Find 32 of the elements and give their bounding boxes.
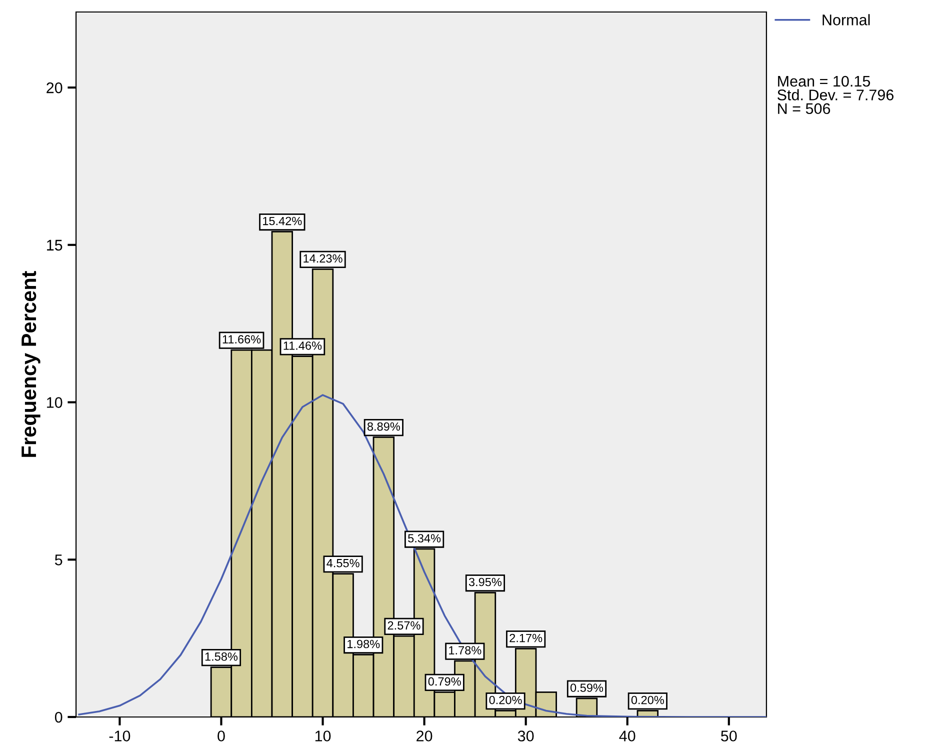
data-label: 1.58% — [205, 652, 238, 661]
x-tick-label: 50 — [721, 730, 737, 742]
line-series — [78, 394, 766, 717]
x-tick-label: 20 — [416, 730, 432, 742]
data-label: 11.66% — [222, 335, 261, 344]
data-label: 0.20% — [489, 696, 522, 704]
y-tick-label: 5 — [54, 554, 62, 566]
y-tick-label: 15 — [47, 240, 62, 251]
x-tick-label: 40 — [619, 730, 636, 742]
data-label: 0.59% — [570, 684, 604, 692]
y-tick-label: 10 — [47, 397, 62, 408]
data-label: 5.34% — [408, 534, 441, 542]
data-label: 1.98% — [348, 640, 380, 648]
legend-label: Normal — [822, 14, 870, 26]
data-label: 14.23% — [304, 254, 342, 263]
data-label: 0.79% — [428, 677, 461, 686]
y-axis-title: Frequency Percent — [22, 270, 40, 457]
x-tick-label: 30 — [518, 730, 534, 742]
text: Mean = 10.15 Std. Dev. = 7.796 N = 506 — [778, 76, 894, 114]
x-tick-label: 0 — [218, 730, 225, 742]
data-label: 2.57% — [388, 621, 420, 630]
data-label: 2.17% — [510, 634, 542, 642]
y-tick-label: 0 — [54, 712, 62, 723]
data-label: 11.46% — [284, 341, 322, 350]
data-label: 3.95% — [468, 578, 502, 586]
data-label: 15.42% — [263, 216, 302, 226]
data-label: 0.20% — [631, 696, 664, 704]
y-tick-label: 20 — [46, 82, 62, 94]
x-tick-label: -10 — [109, 730, 130, 742]
data-label: 4.55% — [326, 558, 360, 568]
x-tick-label: 10 — [315, 730, 331, 742]
data-label: 8.89% — [367, 422, 400, 431]
